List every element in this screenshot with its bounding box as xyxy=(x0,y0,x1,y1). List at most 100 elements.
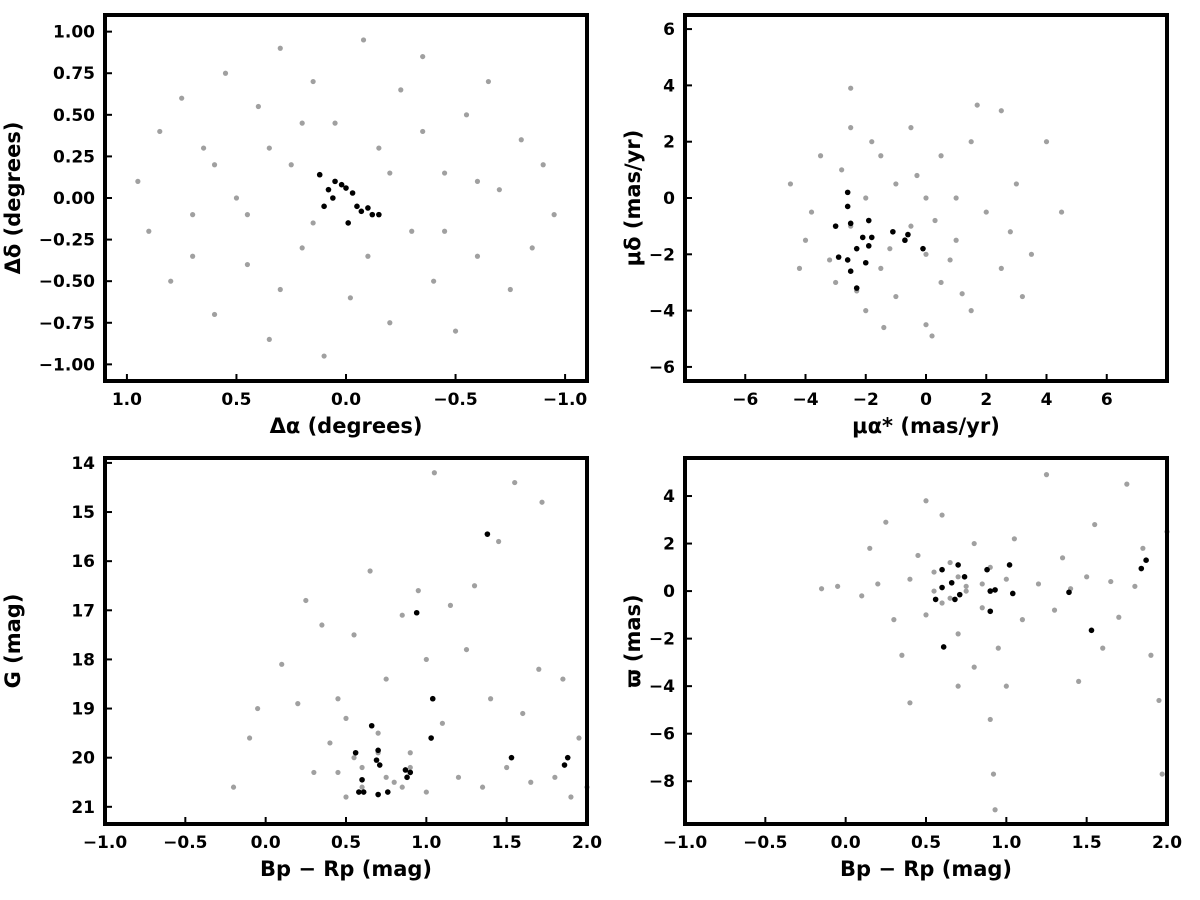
field-point xyxy=(881,324,887,331)
field-point xyxy=(802,237,809,243)
y-tick-label: 6 xyxy=(663,20,675,40)
field-point xyxy=(938,279,944,286)
member-point xyxy=(354,203,360,210)
field-point xyxy=(929,333,935,339)
field-point xyxy=(863,308,869,314)
field-point xyxy=(391,779,397,785)
field-point xyxy=(295,701,301,707)
y-tick-label: 14 xyxy=(71,454,95,474)
field-point xyxy=(485,78,492,85)
y-tick-label: 0.50 xyxy=(53,106,95,126)
member-point xyxy=(349,190,356,196)
y-tick-label: 16 xyxy=(71,552,95,572)
field-point xyxy=(848,85,854,91)
field-point xyxy=(439,720,445,726)
field-point xyxy=(512,479,518,486)
member-point xyxy=(844,189,851,196)
x-tick-label: 2.0 xyxy=(572,833,602,853)
panel-parallax-color: −1.0 −0.5 0.0 0.5 1.0 1.5 2.0 −8 −6 −4 −2 0 2 4 Bp − R… xyxy=(621,456,1182,881)
field-point xyxy=(387,320,393,326)
y-axis-label: ϖ (mas) xyxy=(621,594,645,687)
x-tick-label: 0 xyxy=(920,390,932,410)
member-point xyxy=(321,203,327,210)
member-point xyxy=(358,208,365,215)
field-point xyxy=(990,771,997,777)
field-point xyxy=(848,125,854,131)
field-point xyxy=(474,178,481,184)
y-tick-label: 0.00 xyxy=(53,189,95,209)
field-point xyxy=(1035,581,1042,587)
field-point xyxy=(1028,251,1035,257)
field-point xyxy=(963,588,969,594)
y-tick-label: 0 xyxy=(663,582,675,602)
field-point xyxy=(923,322,929,328)
y-tick-label: 17 xyxy=(71,601,95,621)
field-point xyxy=(923,195,929,201)
member-point xyxy=(955,562,961,568)
x-tick-label: 1.0 xyxy=(991,833,1021,853)
field-point xyxy=(1019,617,1025,623)
field-point xyxy=(321,353,327,359)
x-tick-label: −6 xyxy=(732,390,758,410)
y-tick-label: −1.00 xyxy=(39,355,95,375)
field-point xyxy=(1100,645,1106,651)
x-axis-label: μα* (mas/yr) xyxy=(852,414,1000,438)
member-point xyxy=(939,566,945,573)
panel-proper-motion: −6 −4 −2 0 2 4 6 −6 −4 −2 0 2 4 6 μα* (mas/yr) μδ (mas/… xyxy=(621,13,1169,438)
field-point xyxy=(299,120,305,126)
field-point xyxy=(420,128,426,135)
member-point xyxy=(905,231,911,238)
member-point xyxy=(564,754,571,761)
y-tick-label: 0.75 xyxy=(53,64,95,84)
member-point xyxy=(384,789,391,795)
field-point xyxy=(859,593,865,599)
field-point xyxy=(211,311,218,318)
field-point xyxy=(907,700,913,706)
member-point xyxy=(902,237,908,244)
field-point xyxy=(1007,229,1013,235)
member-point xyxy=(343,185,349,191)
field-point xyxy=(1076,678,1082,685)
field-point xyxy=(507,286,513,293)
field-point xyxy=(959,291,965,297)
field-point xyxy=(407,750,413,756)
field-point xyxy=(939,600,945,606)
y-tick-label: 20 xyxy=(71,749,95,769)
member-point xyxy=(332,178,338,185)
member-point xyxy=(1009,590,1016,597)
field-point xyxy=(455,774,462,780)
field-point xyxy=(983,209,989,215)
field-point xyxy=(277,286,283,293)
member-point xyxy=(865,217,872,224)
field-point xyxy=(968,308,974,314)
field-point xyxy=(915,552,921,559)
member-point xyxy=(956,591,963,598)
field-point xyxy=(998,108,1004,114)
member-point xyxy=(375,747,381,754)
member-point xyxy=(375,791,381,798)
field-point xyxy=(211,162,218,168)
member-point xyxy=(868,234,875,241)
field-point xyxy=(279,661,285,667)
field-point xyxy=(431,278,437,284)
field-point xyxy=(1132,583,1138,589)
member-point xyxy=(376,762,383,768)
field-point xyxy=(383,774,389,780)
y-axis-label: μδ (mas/yr) xyxy=(621,130,645,267)
y-tick-label: 18 xyxy=(71,650,95,670)
field-point xyxy=(908,223,914,229)
field-point xyxy=(310,220,316,226)
field-point xyxy=(971,540,977,547)
field-point xyxy=(343,794,349,800)
member-point xyxy=(847,220,854,227)
field-point xyxy=(1108,578,1114,585)
member-point xyxy=(356,789,362,795)
field-point xyxy=(423,656,429,663)
field-point xyxy=(359,784,365,790)
field-point xyxy=(891,617,897,623)
field-point xyxy=(1148,652,1154,658)
field-point xyxy=(303,597,309,604)
field-point xyxy=(551,212,557,218)
